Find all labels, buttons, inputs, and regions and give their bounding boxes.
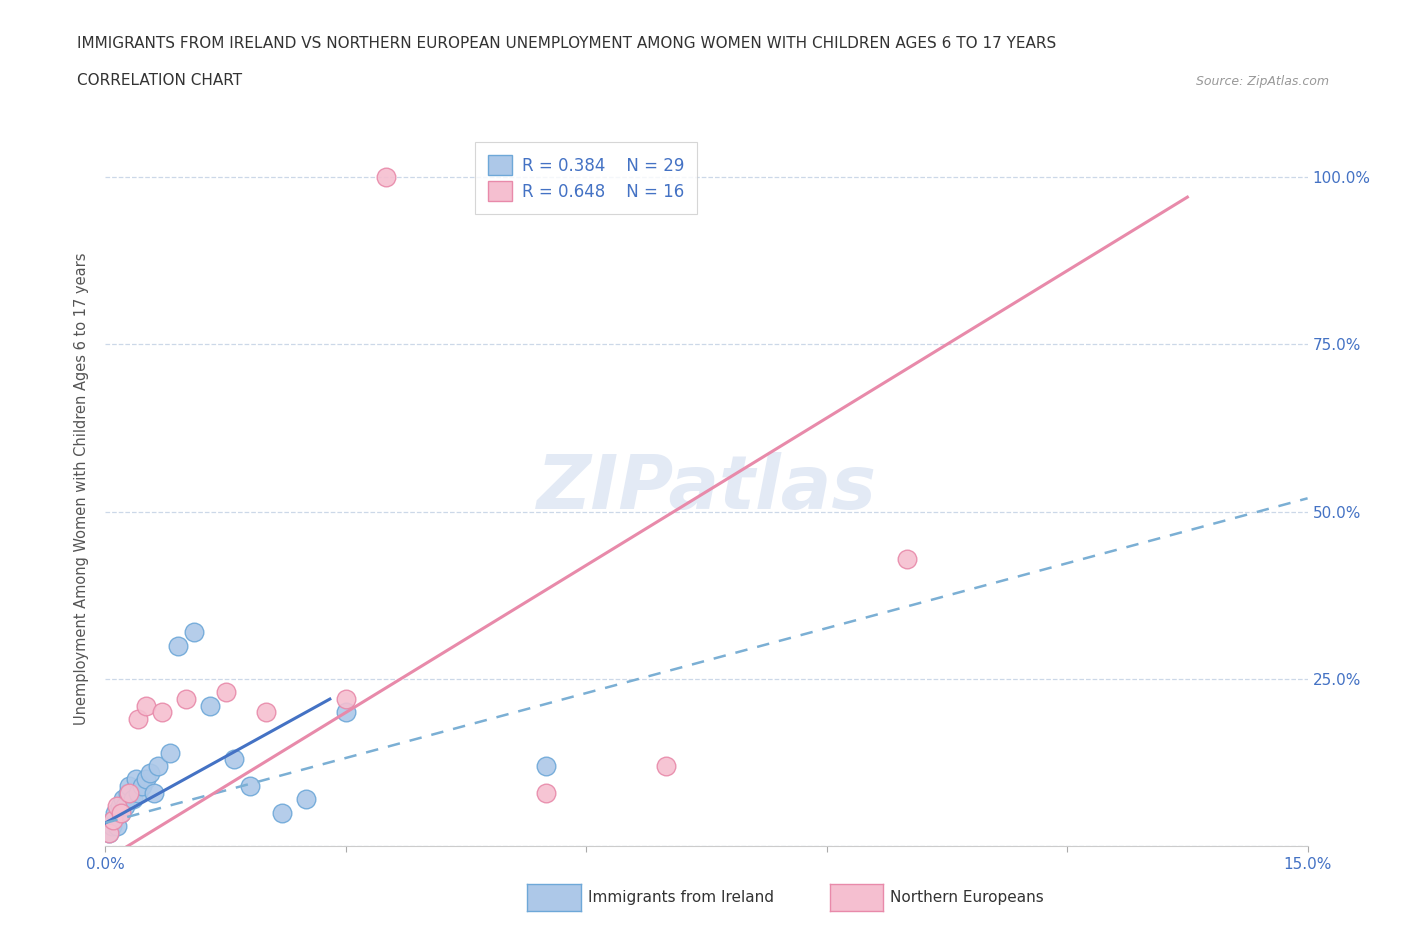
Point: [108, 799, 131, 814]
Point: [183, 625, 205, 640]
Point: [135, 772, 157, 787]
Point: [534, 759, 557, 774]
Point: [135, 698, 157, 713]
Point: [112, 792, 135, 807]
Point: [103, 812, 125, 827]
Point: [150, 705, 173, 720]
Point: [222, 751, 245, 766]
Point: [118, 778, 141, 793]
Point: [104, 805, 127, 820]
Point: [138, 765, 160, 780]
Text: Source: ZipAtlas.com: Source: ZipAtlas.com: [1195, 75, 1329, 88]
Point: [174, 692, 197, 707]
Point: [374, 169, 398, 184]
Text: Immigrants from Ireland: Immigrants from Ireland: [588, 890, 773, 905]
Point: [146, 759, 169, 774]
Point: [107, 818, 129, 833]
Text: IMMIGRANTS FROM IRELAND VS NORTHERN EUROPEAN UNEMPLOYMENT AMONG WOMEN WITH CHILD: IMMIGRANTS FROM IRELAND VS NORTHERN EURO…: [77, 36, 1056, 51]
Point: [270, 805, 292, 820]
Point: [110, 805, 132, 820]
Point: [122, 792, 145, 807]
Text: CORRELATION CHART: CORRELATION CHART: [77, 73, 242, 88]
Text: Northern Europeans: Northern Europeans: [890, 890, 1043, 905]
Point: [98, 826, 121, 841]
Point: [142, 785, 165, 800]
Point: [125, 772, 148, 787]
Point: [110, 805, 132, 820]
Point: [159, 745, 181, 760]
Point: [114, 799, 136, 814]
Point: [239, 778, 262, 793]
Text: ZIPatlas: ZIPatlas: [537, 452, 876, 525]
Point: [254, 705, 277, 720]
Point: [118, 785, 141, 800]
Point: [166, 638, 188, 653]
Point: [127, 785, 149, 800]
Point: [98, 826, 121, 841]
Legend: R = 0.384    N = 29, R = 0.648    N = 16: R = 0.384 N = 29, R = 0.648 N = 16: [475, 142, 697, 214]
Point: [655, 759, 678, 774]
Point: [117, 785, 139, 800]
Point: [214, 684, 236, 699]
Point: [101, 818, 124, 833]
Y-axis label: Unemployment Among Women with Children Ages 6 to 17 years: Unemployment Among Women with Children A…: [75, 252, 90, 724]
Point: [335, 705, 357, 720]
Point: [131, 778, 153, 793]
Point: [896, 551, 918, 566]
Point: [534, 785, 557, 800]
Point: [295, 792, 318, 807]
Point: [107, 799, 129, 814]
Point: [335, 692, 357, 707]
Point: [198, 698, 221, 713]
Point: [127, 711, 149, 726]
Point: [103, 812, 125, 827]
